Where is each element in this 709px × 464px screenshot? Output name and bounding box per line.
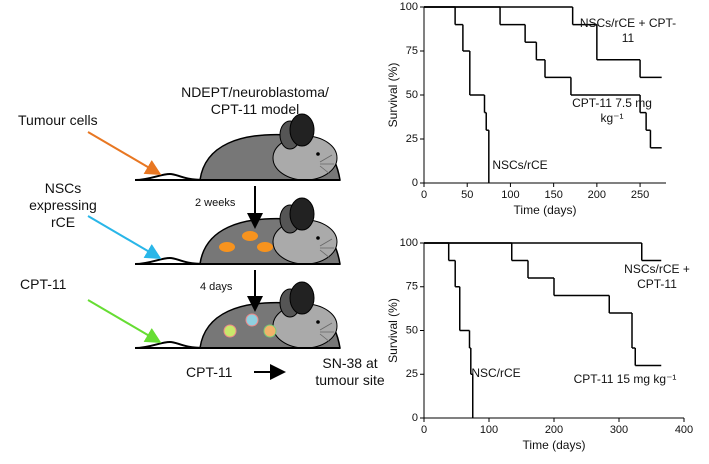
- series-label: NSCs/rCE + CPT-11: [579, 16, 677, 45]
- x-tick-label: 250: [631, 189, 649, 201]
- x-tick-label: 400: [675, 424, 693, 436]
- y-tick-label: 25: [406, 133, 418, 145]
- series-label: NSCs/rCE: [492, 158, 548, 172]
- reaction-label: CPT-11: [186, 364, 233, 380]
- y-tick-label: 0: [412, 412, 418, 424]
- mouse-1: [134, 113, 341, 181]
- y-tick-label: 75: [406, 45, 418, 57]
- x-tick-label: 0: [421, 424, 427, 436]
- series-label: NSCs/rCE + CPT-11: [624, 262, 690, 291]
- x-tick-label: 50: [461, 189, 473, 201]
- arrow: [87, 131, 162, 176]
- y-tick-label: 50: [406, 324, 418, 336]
- x-axis-label: Time (days): [514, 203, 577, 217]
- x-tick-label: 100: [501, 189, 519, 201]
- step-label: NSCs expressing rCE: [29, 180, 97, 230]
- y-tick-label: 100: [400, 1, 418, 13]
- y-axis-label: Survival (%): [386, 63, 400, 128]
- x-axis-label: Time (days): [523, 438, 586, 452]
- interval-label: 4 days: [200, 281, 233, 293]
- x-tick-label: 200: [545, 424, 563, 436]
- y-tick-label: 100: [400, 237, 418, 249]
- step-label: Tumour cells: [18, 112, 98, 128]
- y-tick-label: 75: [406, 281, 418, 293]
- y-tick-label: 50: [406, 89, 418, 101]
- diagram-title: NDEPT/neuroblastoma/ CPT-11 model: [181, 84, 329, 117]
- series-label: CPT-11 15 mg kg⁻¹: [573, 372, 677, 386]
- arrow: [87, 215, 162, 260]
- y-tick-label: 25: [406, 368, 418, 380]
- y-tick-label: 0: [412, 177, 418, 189]
- interval-label: 2 weeks: [195, 197, 236, 209]
- y-axis-label: Survival (%): [386, 298, 400, 363]
- arrow: [87, 299, 162, 344]
- series-label: NSC/rCE: [471, 366, 521, 380]
- x-tick-label: 0: [421, 189, 427, 201]
- x-tick-label: 100: [480, 424, 498, 436]
- x-tick-label: 300: [610, 424, 628, 436]
- step-label: CPT-11: [20, 276, 67, 292]
- reaction-label: SN-38 at tumour site: [315, 355, 385, 388]
- series-label: CPT-11 7.5 mg kg⁻¹: [572, 96, 652, 125]
- x-tick-label: 200: [588, 189, 606, 201]
- x-tick-label: 150: [544, 189, 562, 201]
- mouse-2: [134, 197, 341, 265]
- mouse-3: [134, 281, 341, 349]
